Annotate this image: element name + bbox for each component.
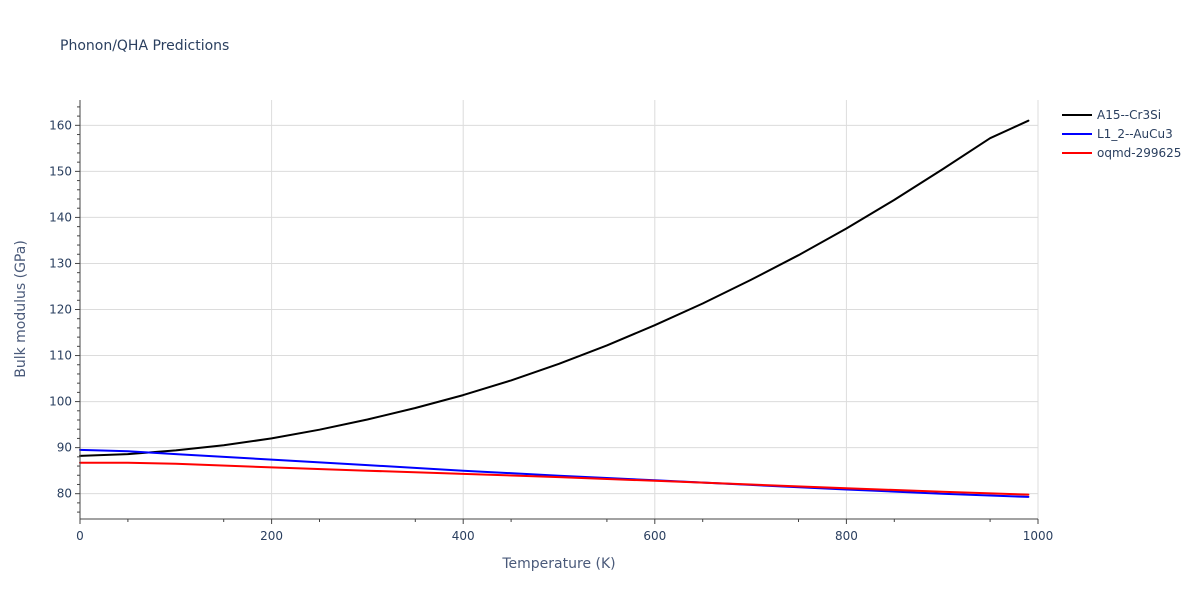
y-tick-label: 100 [49,395,72,409]
legend-item-oqmd-299625[interactable]: oqmd-299625 [1062,146,1181,160]
x-axis-title: Temperature (K) [501,556,615,572]
legend-label: L1_2--AuCu3 [1097,127,1173,141]
y-axis-title: Bulk modulus (GPa) [13,240,29,378]
legend-item-l1-2-aucu3[interactable]: L1_2--AuCu3 [1062,127,1173,141]
y-tick-label: 130 [49,256,72,270]
x-tick-label: 200 [260,529,283,543]
series-line-oqmd-299625 [79,461,1030,496]
y-tick-label: 110 [49,349,72,363]
plot-area [79,119,1030,498]
y-tick-label: 120 [49,303,72,317]
axes: 0 200 400 600 800 1000 80 90 100 110 120 130 140 150 1… [49,100,1053,543]
series-line-l1-2-aucu3 [79,448,1030,498]
y-tick-label: 140 [49,210,72,224]
x-tick-label: 400 [452,529,475,543]
x-tick-label: 600 [643,529,666,543]
x-tick-label: 0 [76,529,84,543]
legend[interactable]: A15--Cr3Si L1_2--AuCu3 oqmd-299625 [1062,108,1181,160]
y-tick-label: 90 [57,441,72,455]
x-tick-label: 800 [835,529,858,543]
y-tick-label: 160 [49,118,72,132]
y-tick-label: 80 [57,487,72,501]
legend-label: oqmd-299625 [1097,146,1181,160]
legend-item-a15-cr3si[interactable]: A15--Cr3Si [1062,108,1161,122]
series-line-a15-cr3si [79,119,1030,457]
chart-title: Phonon/QHA Predictions [60,38,229,54]
grid [80,100,1039,519]
x-tick-label: 1000 [1023,529,1054,543]
y-tick-label: 150 [49,164,72,178]
legend-label: A15--Cr3Si [1097,108,1161,122]
